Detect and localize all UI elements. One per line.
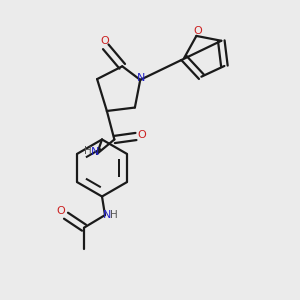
- Text: O: O: [194, 26, 202, 35]
- Text: N: N: [90, 147, 99, 158]
- Text: H: H: [84, 146, 92, 157]
- Text: N: N: [137, 74, 145, 83]
- Text: O: O: [138, 130, 146, 140]
- Text: N: N: [103, 210, 112, 220]
- Text: O: O: [56, 206, 65, 216]
- Text: O: O: [100, 36, 109, 46]
- Text: H: H: [110, 209, 117, 220]
